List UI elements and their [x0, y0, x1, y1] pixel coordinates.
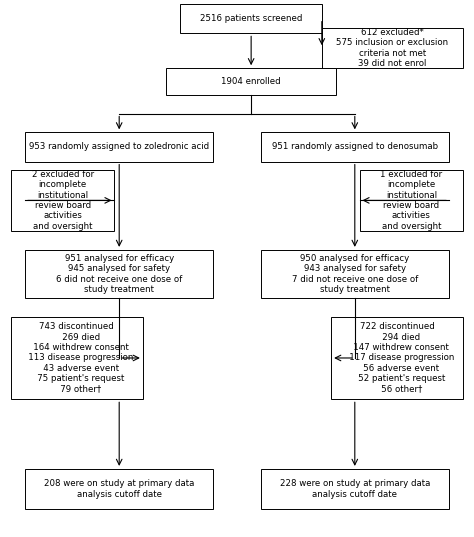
FancyBboxPatch shape: [359, 170, 463, 231]
FancyBboxPatch shape: [261, 132, 449, 162]
FancyBboxPatch shape: [11, 170, 115, 231]
Text: 2 excluded for
incomplete
institutional
review board
activities
and oversight: 2 excluded for incomplete institutional …: [32, 170, 94, 231]
Text: 951 randomly assigned to denosumab: 951 randomly assigned to denosumab: [272, 142, 438, 151]
Text: 951 analysed for efficacy
945 analysed for safety
6 did not receive one dose of
: 951 analysed for efficacy 945 analysed f…: [56, 254, 182, 294]
FancyBboxPatch shape: [25, 250, 213, 298]
FancyBboxPatch shape: [166, 68, 336, 95]
Text: 1904 enrolled: 1904 enrolled: [221, 77, 281, 86]
Text: 2516 patients screened: 2516 patients screened: [200, 14, 302, 23]
Text: 228 were on study at primary data
analysis cutoff date: 228 were on study at primary data analys…: [280, 479, 430, 498]
Text: 208 were on study at primary data
analysis cutoff date: 208 were on study at primary data analys…: [44, 479, 194, 498]
FancyBboxPatch shape: [181, 4, 322, 33]
Text: 743 discontinued
   269 died
   164 withdrew consent
   113 disease progression
: 743 discontinued 269 died 164 withdrew c…: [20, 322, 134, 394]
Text: 722 discontinued
   294 died
   147 withdrew consent
   117 disease progression
: 722 discontinued 294 died 147 withdrew c…: [340, 322, 454, 394]
FancyBboxPatch shape: [322, 28, 463, 68]
FancyBboxPatch shape: [11, 317, 143, 400]
FancyBboxPatch shape: [25, 469, 213, 509]
Text: 612 excluded*
575 inclusion or exclusion
criteria not met
39 did not enrol: 612 excluded* 575 inclusion or exclusion…: [337, 28, 448, 68]
Text: 953 randomly assigned to zoledronic acid: 953 randomly assigned to zoledronic acid: [29, 142, 209, 151]
Text: 950 analysed for efficacy
943 analysed for safety
7 did not receive one dose of
: 950 analysed for efficacy 943 analysed f…: [292, 254, 418, 294]
FancyBboxPatch shape: [331, 317, 463, 400]
FancyBboxPatch shape: [261, 250, 449, 298]
FancyBboxPatch shape: [25, 132, 213, 162]
FancyBboxPatch shape: [261, 469, 449, 509]
Text: 1 excluded for
incomplete
institutional
review board
activities
and oversight: 1 excluded for incomplete institutional …: [380, 170, 442, 231]
